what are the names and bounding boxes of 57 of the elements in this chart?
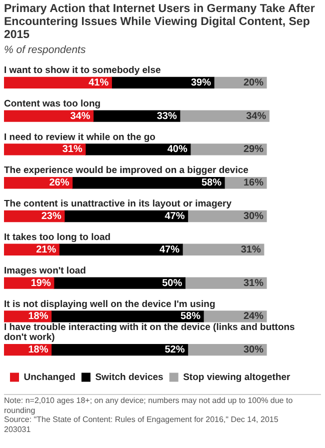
data-label: 31%: [62, 144, 82, 156]
data-label: 41%: [88, 77, 109, 88]
data-label: 50%: [162, 278, 182, 289]
y-tick-label: It takes too long to load: [4, 232, 111, 244]
text: 203031: [4, 424, 32, 434]
data-label: 47%: [164, 211, 185, 222]
y-tick-label: The content is unattractive in its layout or imagery: [4, 198, 232, 210]
legend-label: Stop viewing altogether: [183, 372, 291, 383]
data-label: 58%: [201, 178, 222, 189]
data-label: 18%: [28, 311, 48, 322]
data-label: 29%: [243, 144, 264, 156]
y-tick-label: Images won't load: [4, 265, 86, 276]
bar: [4, 76, 112, 89]
data-label: 30%: [243, 211, 264, 222]
data-label: 34%: [246, 110, 266, 122]
data-label: 30%: [243, 344, 264, 356]
y-tick-label: Content was too long: [4, 98, 101, 110]
bar: [4, 144, 86, 156]
bar: [190, 144, 267, 156]
bar: [64, 210, 188, 222]
chart-title: Primary Action that Internet Users in Germany Take After Encountering Issues While Viewing Digital Content, Sep 2015: [3, 2, 316, 42]
data-label: 21%: [36, 244, 56, 256]
text: Note: n=2,010 ages 18+; on any device; numbers may not add up to 100% due to rounding: [4, 396, 294, 415]
data-label: 58%: [180, 311, 201, 322]
bar: [4, 110, 94, 122]
data-label: 20%: [243, 77, 264, 88]
bar: [54, 277, 186, 289]
bar: [58, 244, 183, 256]
y-tick-label: I have trouble interacting with it on the device (links and buttons don't work): [4, 322, 295, 344]
data-label: 26%: [49, 178, 70, 189]
data-label: 52%: [164, 344, 185, 356]
bar: [184, 277, 267, 289]
data-label: 19%: [30, 278, 51, 289]
data-label: 47%: [159, 244, 180, 256]
data-label: 24%: [243, 311, 264, 322]
bar: [72, 177, 225, 189]
bar: [50, 344, 188, 356]
y-tick-label: It is not displaying well on the device I'm using: [4, 298, 216, 310]
y-tick-label: I want to show it to somebody else: [4, 65, 161, 76]
data-label: 16%: [243, 178, 264, 189]
bar: [111, 76, 214, 89]
source-note: Source: "The State of Content: Rules of Engagement for 2016," Dec 14, 2015: [4, 415, 280, 424]
bar: [85, 144, 191, 156]
chart-subtitle: % of respondents: [3, 43, 87, 56]
data-label: 23%: [41, 211, 62, 222]
data-label: 34%: [70, 110, 90, 122]
data-label: 18%: [28, 344, 48, 356]
y-tick-label: I need to review it while on the go: [4, 132, 156, 143]
bar: [50, 310, 204, 322]
data-label: 39%: [190, 77, 212, 88]
data-label: 33%: [156, 110, 177, 122]
data-label: 31%: [243, 278, 264, 289]
y-tick-label: The experience would be improved on a bigger device: [4, 165, 248, 176]
legend-label: Unchanged: [24, 372, 76, 383]
data-label: 40%: [167, 144, 188, 156]
legend-label: Switch devices: [95, 372, 164, 383]
data-label: 31%: [240, 244, 261, 256]
